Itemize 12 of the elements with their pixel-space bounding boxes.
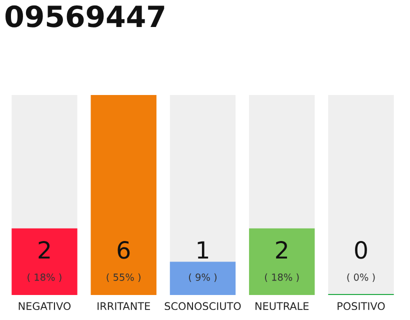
x-tick-label: NEUTRALE — [256, 302, 309, 310]
x-tick-label: NEGATIVO — [18, 302, 71, 310]
bar — [170, 262, 236, 296]
data-label: 2 ( 18% ) — [28, 241, 62, 282]
data-label: 2 ( 18% ) — [265, 241, 299, 282]
chart-title: 09569447 — [5, 5, 164, 28]
x-tick-label: SCONOSCIUTO — [164, 302, 241, 310]
data-label: 0 ( 0% ) — [347, 241, 375, 282]
data-label: 6 ( 55% ) — [106, 241, 140, 282]
x-tick-label: POSITIVO — [338, 302, 385, 310]
data-label: 1 ( 9% ) — [188, 241, 217, 282]
x-tick-label: IRRITANTE — [98, 302, 150, 310]
